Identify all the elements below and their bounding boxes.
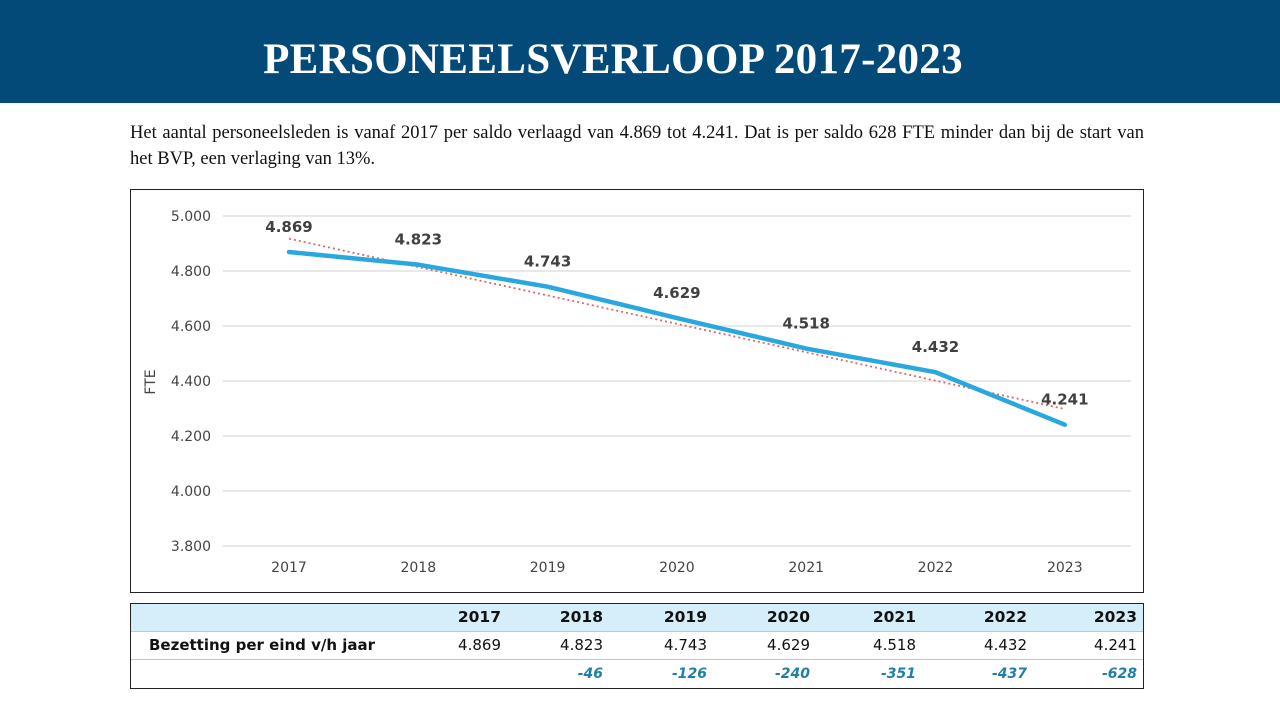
delta-cell: -628 xyxy=(1101,666,1137,682)
chart-frame: 3.800 4.000 4.200 4.400 4.600 4.800 5.000 2017… xyxy=(130,189,1144,593)
x-tick-label: 2021 xyxy=(788,560,824,576)
table-row-deltas: -46 -126 -240 -351 -437 -628 xyxy=(131,660,1143,688)
headcount-cell: 4.743 xyxy=(664,636,707,654)
headcount-cell: 4.241 xyxy=(1094,636,1137,654)
data-label: 4.432 xyxy=(912,338,959,356)
y-tick-label: 4.000 xyxy=(171,484,211,500)
x-tick-label: 2018 xyxy=(400,560,436,576)
data-table: 2017 2018 2019 2020 2021 2022 2023 Bezetting p… xyxy=(130,603,1144,689)
year-header-cell: 2023 xyxy=(1093,608,1137,626)
grid-lines xyxy=(223,215,1131,547)
y-axis-label: FTE xyxy=(143,369,159,394)
headcount-cell: 4.432 xyxy=(984,636,1027,654)
year-header-cell: 2020 xyxy=(766,608,810,626)
headcount-cell: 4.869 xyxy=(458,636,501,654)
title-banner: PERSONEELSVERLOOP 2017-2023 xyxy=(0,0,1280,103)
row-label: Bezetting per eind v/h jaar xyxy=(149,636,376,654)
trendline-path xyxy=(288,237,1065,410)
x-tick-label: 2017 xyxy=(271,560,307,576)
data-label: 4.518 xyxy=(782,315,829,333)
data-point xyxy=(935,371,936,373)
y-axis-ticks: 3.800 4.000 4.200 4.400 4.600 4.800 5.000 xyxy=(171,209,211,555)
data-label: 4.869 xyxy=(265,218,312,236)
y-tick-label: 4.800 xyxy=(171,264,211,280)
table-header-row: 2017 2018 2019 2020 2021 2022 2023 xyxy=(131,604,1143,632)
table-row-headcount: Bezetting per eind v/h jaar 4.869 4.823 4.… xyxy=(131,632,1143,660)
data-label: 4.823 xyxy=(395,231,442,249)
year-header-cell: 2022 xyxy=(983,608,1027,626)
headcount-cell: 4.629 xyxy=(767,636,810,654)
x-tick-label: 2022 xyxy=(918,560,954,576)
x-tick-label: 2023 xyxy=(1047,560,1083,576)
y-tick-label: 3.800 xyxy=(171,539,211,555)
delta-cell: -46 xyxy=(577,666,603,682)
delta-cell: -437 xyxy=(991,666,1027,682)
data-point xyxy=(1064,424,1066,426)
x-tick-label: 2020 xyxy=(659,560,695,576)
fte-line-chart: 3.800 4.000 4.200 4.400 4.600 4.800 5.000 2017… xyxy=(143,209,1131,576)
data-point xyxy=(676,317,678,319)
data-point xyxy=(288,251,290,253)
year-header-cell: 2019 xyxy=(663,608,707,626)
x-axis-ticks: 2017 2018 2019 2020 2021 2022 2023 xyxy=(271,560,1082,576)
data-point xyxy=(805,348,807,350)
y-tick-label: 4.400 xyxy=(171,374,211,390)
y-tick-label: 5.000 xyxy=(171,209,211,225)
delta-cell: -240 xyxy=(774,666,810,682)
page-title: PERSONEELSVERLOOP 2017-2023 xyxy=(263,36,963,83)
trendline xyxy=(288,237,1065,410)
year-header-cell: 2017 xyxy=(457,608,501,626)
data-labels: 4.869 4.823 4.743 4.629 4.518 4.432 4.241 xyxy=(265,218,1088,409)
x-tick-label: 2019 xyxy=(530,560,566,576)
data-label: 4.241 xyxy=(1041,391,1088,409)
y-tick-label: 4.200 xyxy=(171,429,211,445)
headcount-cell: 4.823 xyxy=(560,636,603,654)
data-label: 4.743 xyxy=(524,253,571,271)
year-header-cell: 2018 xyxy=(559,608,603,626)
data-label: 4.629 xyxy=(653,284,700,302)
year-header-cell: 2021 xyxy=(872,608,916,626)
intro-paragraph: Het aantal personeelsleden is vanaf 2017… xyxy=(130,123,1144,169)
data-point xyxy=(547,286,549,288)
y-tick-label: 4.600 xyxy=(171,319,211,335)
series-line xyxy=(286,249,1068,427)
headcount-cell: 4.518 xyxy=(873,636,916,654)
delta-cell: -126 xyxy=(671,666,707,682)
delta-cell: -351 xyxy=(880,666,916,682)
data-point xyxy=(417,264,419,266)
